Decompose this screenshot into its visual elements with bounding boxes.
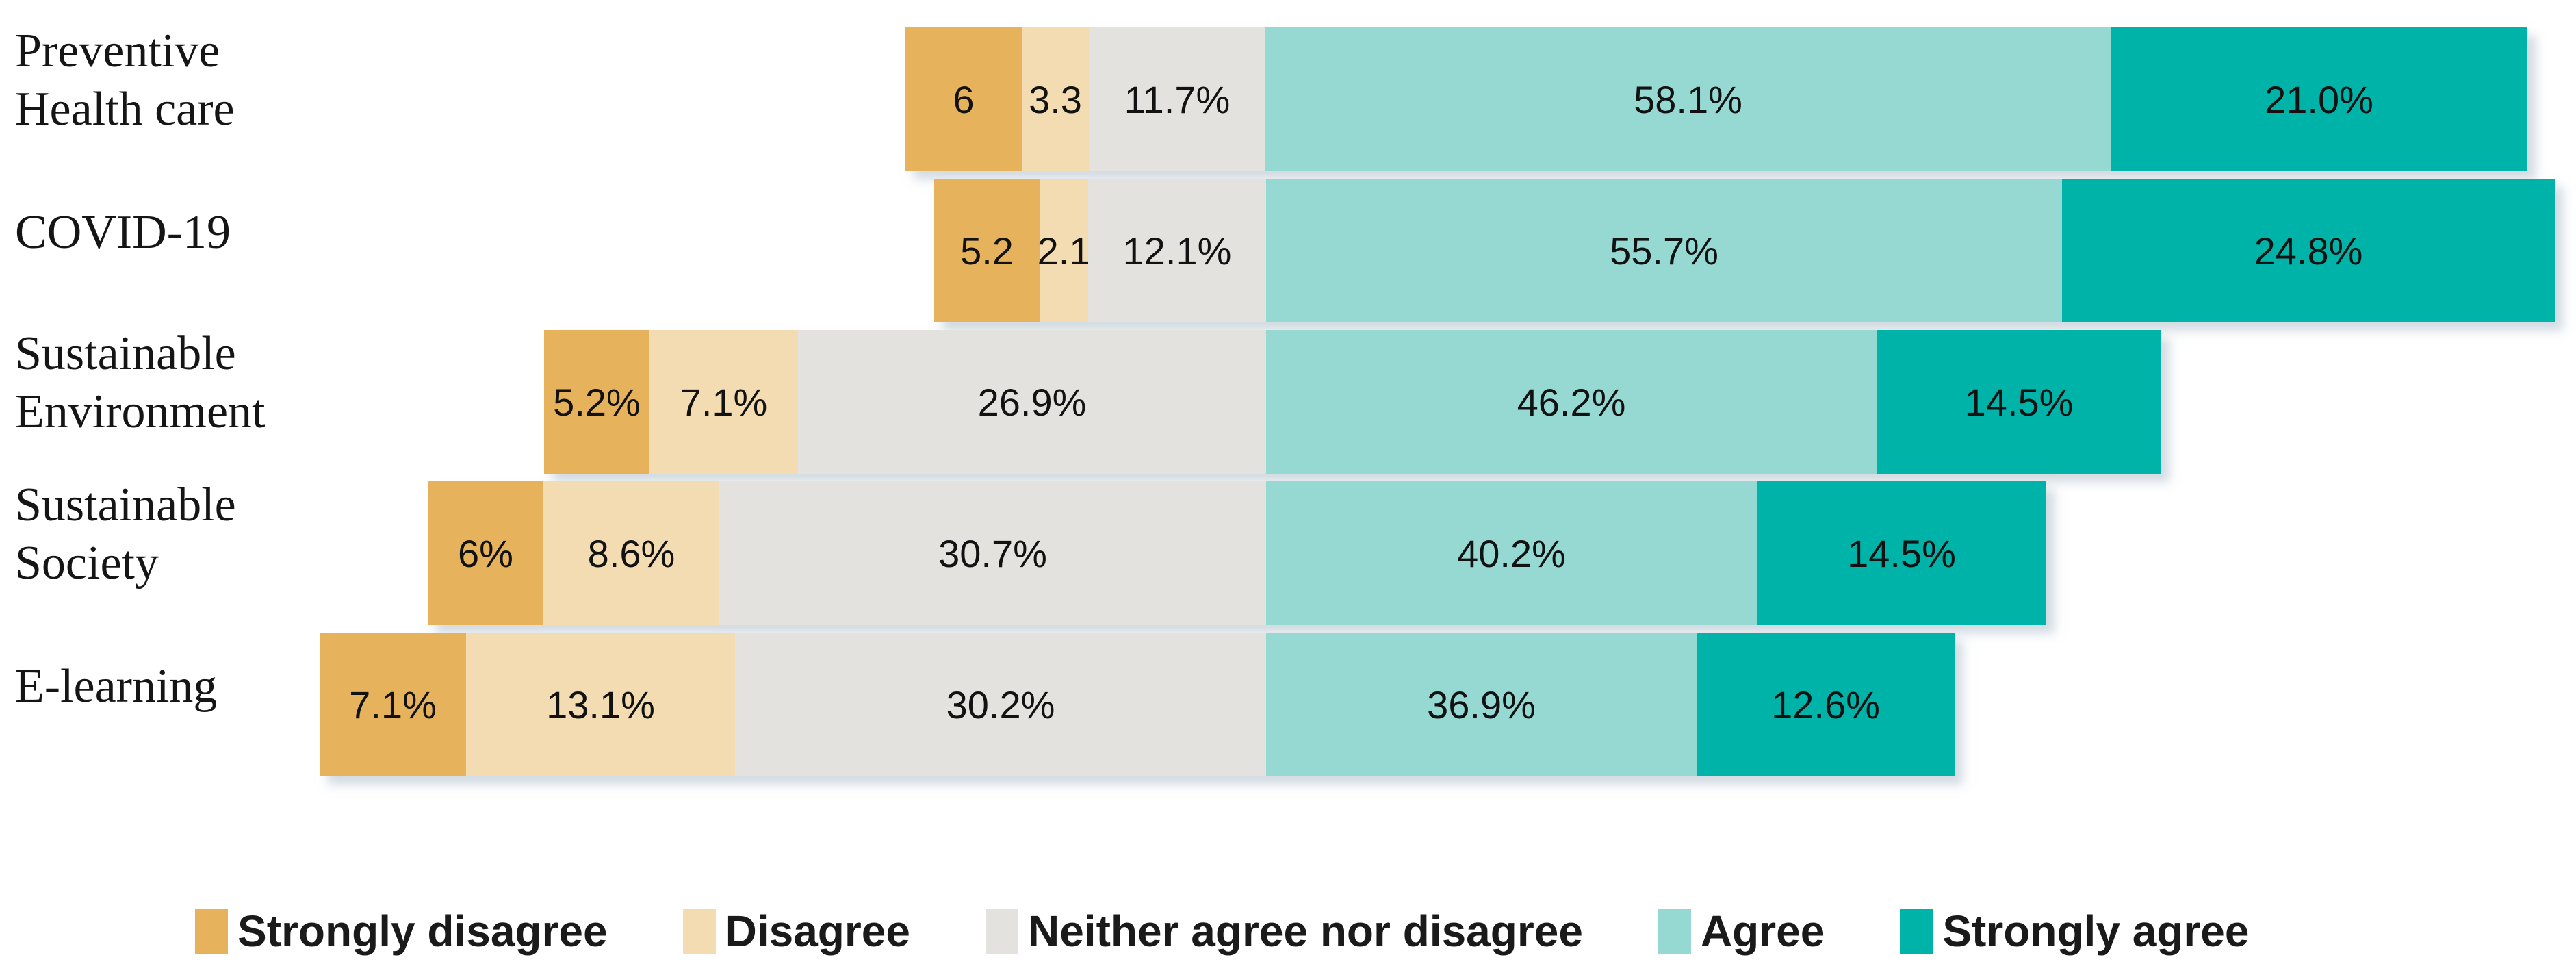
- segment-value-label: 8.6%: [587, 531, 675, 575]
- category-label-line: Health care: [15, 83, 235, 136]
- legend-swatch-disagree: [682, 909, 716, 954]
- segment-value-label: 6%: [458, 531, 513, 575]
- segment-value-label: 21.0%: [2265, 77, 2373, 121]
- category-label-line: Sustainable: [15, 327, 236, 380]
- category-label-line: E-learning: [15, 660, 218, 713]
- segment-value-label: 36.9%: [1427, 683, 1536, 726]
- bar-segment-neither-agree-nor-disagree: 30.7%: [719, 481, 1266, 625]
- chart-legend: Strongly disagree Disagree Neither agree n…: [195, 890, 2249, 972]
- segment-value-label: 11.7%: [1124, 77, 1231, 121]
- segment-value-label: 12.6%: [1771, 683, 1880, 726]
- category-label-sustainable-environment: Sustainable Environment: [15, 325, 426, 442]
- segment-value-label: 13.1%: [546, 683, 655, 726]
- category-label-e-learning: E-learning: [15, 657, 426, 715]
- legend-item-strongly-disagree: Strongly disagree: [195, 906, 608, 956]
- bar-segment-disagree: 13.1%: [466, 633, 735, 776]
- category-label-line: Preventive: [15, 25, 220, 77]
- category-label-line: COVID-19: [15, 206, 231, 259]
- category-label-line: Sustainable: [15, 479, 236, 531]
- legend-swatch-strongly-disagree: [195, 909, 228, 954]
- bar-segment-disagree: 8.6%: [543, 481, 719, 625]
- bar-row-preventive-health-care: 6 3.3 11.7% 58.1% 21.0%: [905, 27, 2527, 171]
- segment-value-label: 7.1%: [680, 380, 768, 424]
- legend-label: Strongly disagree: [237, 906, 608, 956]
- bar-segment-strongly-agree: 14.5%: [1877, 330, 2161, 474]
- bar-segment-neither-agree-nor-disagree: 11.7%: [1089, 27, 1265, 171]
- legend-swatch-neither-agree-nor-disagree: [985, 909, 1018, 954]
- bar-segment-agree: 58.1%: [1265, 27, 2111, 171]
- segment-value-label: 5.2%: [553, 380, 641, 424]
- bar-row-e-learning: 7.1% 13.1% 30.2% 36.9% 12.6%: [320, 633, 1955, 776]
- legend-swatch-strongly-agree: [1900, 909, 1933, 954]
- category-label-preventive-health-care: Preventive Health care: [15, 22, 426, 139]
- bar-segment-strongly-agree: 24.8%: [2062, 179, 2555, 322]
- segment-value-label: 7.1%: [349, 683, 437, 726]
- segment-value-label: 55.7%: [1610, 229, 1718, 272]
- category-label-sustainable-society: Sustainable Society: [15, 476, 426, 593]
- legend-item-agree: Agree: [1658, 906, 1825, 956]
- segment-value-label: 30.7%: [938, 531, 1047, 575]
- category-label-covid-19: COVID-19: [15, 203, 426, 262]
- category-label-line: Society: [15, 537, 159, 590]
- bar-segment-neither-agree-nor-disagree: 26.9%: [798, 330, 1266, 474]
- segment-value-label: 40.2%: [1457, 531, 1566, 575]
- bar-segment-disagree: 7.1%: [649, 330, 798, 474]
- bar-segment-agree: 46.2%: [1266, 330, 1877, 474]
- bar-row-sustainable-environment: 5.2% 7.1% 26.9% 46.2% 14.5%: [544, 330, 2161, 474]
- bar-segment-strongly-agree: 21.0%: [2111, 27, 2527, 171]
- segment-value-label: 26.9%: [977, 380, 1087, 424]
- legend-item-neither-agree-nor-disagree: Neither agree nor disagree: [985, 906, 1583, 956]
- bar-segment-disagree: 2.1: [1037, 179, 1091, 322]
- bar-segment-strongly-agree: 14.5%: [1757, 481, 2046, 625]
- legend-label: Agree: [1700, 906, 1825, 956]
- bar-segment-strongly-disagree: 7.1%: [320, 633, 466, 776]
- legend-label: Neither agree nor disagree: [1027, 906, 1583, 956]
- bar-segment-strongly-disagree: 5.2%: [544, 330, 649, 474]
- legend-item-disagree: Disagree: [682, 906, 910, 956]
- bar-segment-strongly-disagree: 6: [905, 27, 1022, 171]
- category-label-line: Environment: [15, 385, 266, 439]
- bar-segment-disagree: 3.3: [1022, 27, 1089, 171]
- bar-segment-neither-agree-nor-disagree: 30.2%: [735, 633, 1266, 776]
- segment-value-label: 30.2%: [946, 683, 1055, 726]
- bar-segment-agree: 40.2%: [1266, 481, 1757, 625]
- segment-value-label: 58.1%: [1634, 77, 1742, 121]
- segment-value-label: 14.5%: [1847, 531, 1956, 575]
- legend-label: Disagree: [725, 906, 910, 956]
- segment-value-label: 12.1%: [1122, 229, 1232, 272]
- segment-value-label: 2.1: [1037, 229, 1091, 272]
- legend-label: Strongly agree: [1942, 906, 2250, 956]
- bar-row-sustainable-society: 6% 8.6% 30.7% 40.2% 14.5%: [428, 481, 2046, 625]
- bar-segment-strongly-disagree: 6%: [428, 481, 543, 625]
- bar-row-covid-19: 5.2 2.1 12.1% 55.7% 24.8%: [934, 179, 2555, 322]
- segment-value-label: 24.8%: [2254, 229, 2363, 272]
- bar-segment-neither-agree-nor-disagree: 12.1%: [1088, 179, 1266, 322]
- bar-segment-strongly-agree: 12.6%: [1697, 633, 1955, 776]
- segment-value-label: 14.5%: [1964, 380, 2074, 424]
- legend-item-strongly-agree: Strongly agree: [1900, 906, 2249, 956]
- legend-swatch-agree: [1658, 909, 1691, 954]
- segment-value-label: 3.3: [1029, 77, 1082, 121]
- bar-segment-agree: 36.9%: [1266, 633, 1697, 776]
- segment-value-label: 46.2%: [1517, 380, 1626, 424]
- bar-segment-strongly-disagree: 5.2: [934, 179, 1040, 322]
- segment-value-label: 5.2: [960, 229, 1014, 272]
- segment-value-label: 6: [953, 77, 975, 121]
- bar-segment-agree: 55.7%: [1266, 179, 2062, 322]
